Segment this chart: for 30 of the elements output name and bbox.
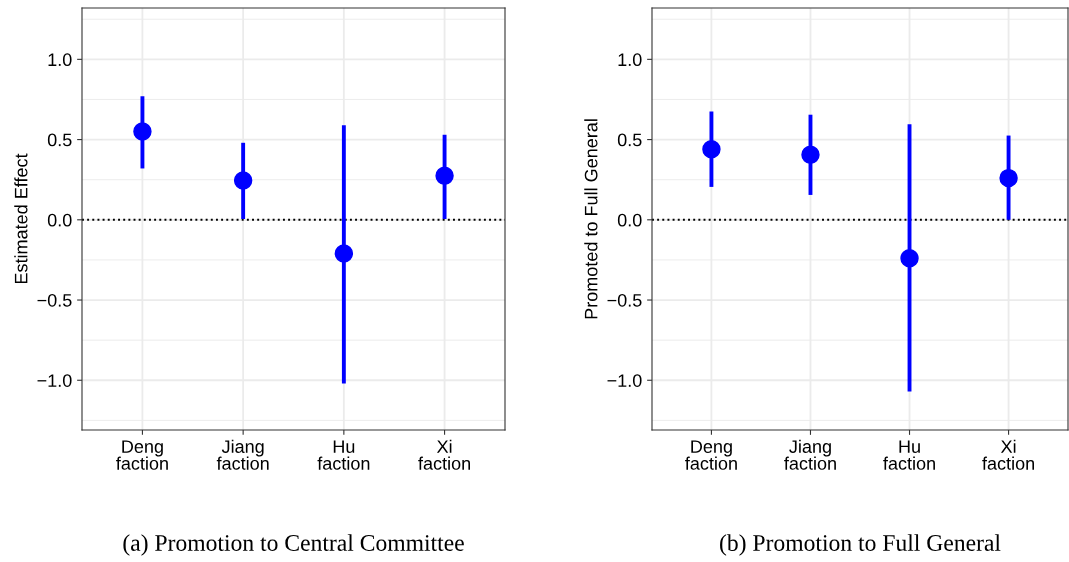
point (801, 145, 820, 165)
point (133, 122, 152, 141)
point (233, 171, 253, 190)
y-tick-label: 1.0 (618, 53, 642, 67)
y-tick-label: 1.0 (48, 53, 72, 67)
x-tick-label: Xi faction (982, 439, 1034, 470)
point (334, 244, 354, 263)
y-axis-title: Estimated Effect (14, 153, 28, 284)
y-tick-label: 0.5 (617, 133, 642, 147)
point (900, 249, 919, 268)
x-tick-label: Deng faction (685, 440, 737, 470)
text: (a) Promotion to Central Committee (123, 534, 464, 556)
y-tick-label: 0.0 (47, 213, 72, 227)
x-tick-label: Jiang faction (216, 439, 269, 470)
y-tick-label: −0.5 (37, 293, 72, 307)
x-tick-label: Jiang faction (784, 439, 836, 470)
x-tick-label: Xi faction (418, 439, 470, 470)
point (999, 168, 1018, 188)
y-tick-label: −1.0 (607, 374, 642, 387)
y-tick-label: −1.0 (37, 374, 72, 387)
y-tick-label: 0.5 (47, 133, 72, 147)
x-tick-label: Deng faction (116, 440, 168, 470)
y-axis-title: Promoted to Full General (584, 119, 598, 319)
x-tick-label: Hu faction (883, 440, 935, 470)
point (702, 140, 721, 159)
text: (b) Promotion to Full General (720, 534, 1001, 556)
x-tick-label: Hu faction (317, 440, 370, 470)
y-tick-label: −0.5 (607, 293, 642, 307)
y-tick-label: 0.0 (617, 213, 642, 227)
point (435, 166, 454, 185)
